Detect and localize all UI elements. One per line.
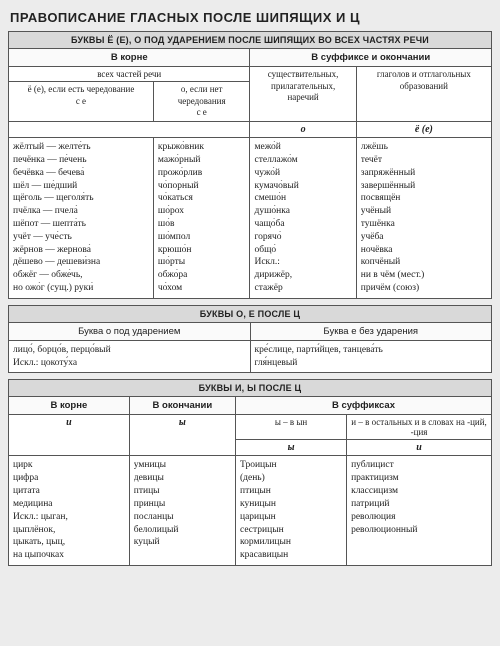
t1-c4: лжёшьтечётзапряжённыйзавершённыйпосвящён…: [356, 138, 491, 299]
t3-c4: публицистпрактицизмклассицизмпатрицийрев…: [347, 456, 492, 566]
t2-h1: Буква о под ударением: [9, 322, 251, 340]
t1-sh-all: всех частей речи: [9, 67, 250, 82]
t3-h-suf: В суффиксах: [236, 397, 492, 415]
table-3: БУКВЫ И, Ы ПОСЛЕ Ц В корне В окончании В…: [8, 379, 492, 566]
t1-l-e: ё (е): [356, 122, 491, 138]
t1-r2: о, если нет чередования с е: [153, 82, 250, 122]
t3-l-i: и: [9, 415, 130, 456]
t1-c1: жёлтый — желте́тьпечёнка — пе́ченьбечёвк…: [9, 138, 154, 299]
t2-c1: лицо́, борцо́в, перцо́вый Искл.: цокоту́…: [9, 340, 251, 373]
table-2: БУКВЫ О, Е ПОСЛЕ Ц Буква о под ударением…: [8, 305, 492, 374]
t1-c2: крыжо́вникмажо́рныйпрожо́рливчо́порныйчо…: [153, 138, 250, 299]
t3-header: БУКВЫ И, Ы ПОСЛЕ Ц: [9, 380, 492, 397]
t3-r2: и – в остальных и в словах на -ций, -ция: [347, 415, 492, 440]
table-1: БУКВЫ Ё (Е), О ПОД УДАРЕНИЕМ ПОСЛЕ ШИПЯЩ…: [8, 31, 492, 299]
t3-c1: циркцифрацитатамедицинаИскл.: цыган,цыпл…: [9, 456, 130, 566]
t1-c3: межо́йстеллажо́мчужо́йкумачо́выйсмешо́нд…: [250, 138, 356, 299]
page-title: ПРАВОПИСАНИЕ ГЛАСНЫХ ПОСЛЕ ШИПЯЩИХ И Ц: [10, 10, 492, 25]
t1-sh-noun: существительных, прилагательных, наречий: [250, 67, 356, 122]
t1-r1: ё (е), если есть чередование с е: [9, 82, 154, 122]
t1-l-o: о: [250, 122, 356, 138]
t1-sh-verb: глаголов и отглагольных образований: [356, 67, 491, 122]
t1-h-suf: В суффиксе и окончании: [250, 49, 492, 67]
t3-h-root: В корне: [9, 397, 130, 415]
t1-header: БУКВЫ Ё (Е), О ПОД УДАРЕНИЕМ ПОСЛЕ ШИПЯЩ…: [9, 32, 492, 49]
t3-l-y: ы: [129, 415, 235, 456]
t1-h-root: В корне: [9, 49, 250, 67]
t2-header: БУКВЫ О, Е ПОСЛЕ Ц: [9, 305, 492, 322]
t2-c2: кре́слице, парти́йцев, танцева́ть гля́нц…: [250, 340, 492, 373]
t3-c2: умницыдевицыптицыпринцыпосланцыбелолицый…: [129, 456, 235, 566]
t2-h2: Буква е без ударения: [250, 322, 492, 340]
t3-h-end: В окончании: [129, 397, 235, 415]
t3-c3: Троицын(день)птицынкуницынцарицынсестриц…: [236, 456, 347, 566]
t3-r1: ы – в ын: [236, 415, 347, 440]
